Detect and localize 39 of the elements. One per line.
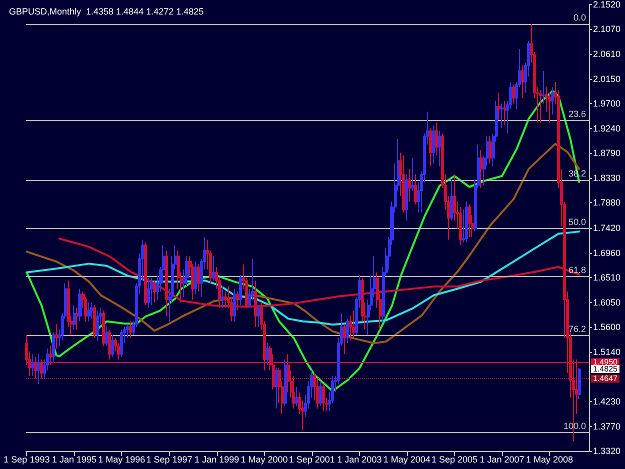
y-tick-label: 2.0150 bbox=[593, 74, 621, 84]
x-tick-label: 1 Jan 1999 bbox=[194, 454, 240, 464]
x-tick-label: 1 Sep 2005 bbox=[431, 454, 478, 464]
annotation: 50.0 bbox=[568, 216, 586, 227]
x-tick-label: 1 Jan 2003 bbox=[337, 454, 382, 464]
x-tick-label: 1 Jan 1995 bbox=[52, 454, 96, 464]
y-tick-label: 2.1520 bbox=[593, 0, 621, 10]
y-tick-label: 1.8790 bbox=[593, 148, 621, 158]
annotation: 61.8 bbox=[568, 265, 586, 276]
ref-line-label: 1.4647 bbox=[593, 374, 618, 384]
y-tick-label: 1.7420 bbox=[593, 222, 621, 233]
y-tick-label: 2.0610 bbox=[593, 49, 621, 60]
y-tick-label: 1.7880 bbox=[593, 198, 621, 208]
y-tick-label: 1.5140 bbox=[593, 346, 621, 357]
y-tick-label: 1.6510 bbox=[593, 272, 621, 282]
y-tick-label: 1.4230 bbox=[593, 396, 621, 406]
x-tick-label: 1 Sep 2001 bbox=[288, 454, 335, 464]
y-tick-label: 1.6960 bbox=[593, 248, 621, 258]
y-tick-label: 1.6050 bbox=[593, 297, 621, 308]
y-tick-label: 1.9240 bbox=[593, 124, 621, 134]
chart-title: GBPUSD,Monthly 1.4358 1.4844 1.4272 1.4825 bbox=[9, 6, 204, 16]
ref-line-label: 1.4950 bbox=[593, 358, 618, 367]
x-tick-label: 1 Sep 1997 bbox=[146, 454, 192, 464]
y-tick-label: 1.5600 bbox=[593, 322, 621, 332]
annotation: 23.6 bbox=[568, 108, 586, 119]
y-tick-label: 2.1070 bbox=[593, 24, 621, 34]
annotation: 0.0 bbox=[573, 12, 586, 23]
x-tick-label: 1 May 1996 bbox=[98, 454, 146, 464]
y-tick-label: 1.9700 bbox=[593, 98, 621, 109]
y-tick-label: 1.3770 bbox=[593, 421, 621, 432]
x-tick-label: 1 Jan 2007 bbox=[480, 454, 524, 464]
x-tick-label: 1 May 2000 bbox=[240, 454, 288, 464]
x-tick-label: 1 Sep 1993 bbox=[4, 454, 50, 464]
y-tick-label: 1.3320 bbox=[593, 446, 621, 456]
x-tick-label: 1 May 2008 bbox=[526, 454, 573, 464]
x-tick-label: 1 May 2004 bbox=[383, 454, 430, 464]
annotation: 76.2 bbox=[568, 324, 586, 334]
y-tick-label: 1.8330 bbox=[593, 173, 621, 184]
annotation: 1.4825 bbox=[593, 364, 618, 374]
